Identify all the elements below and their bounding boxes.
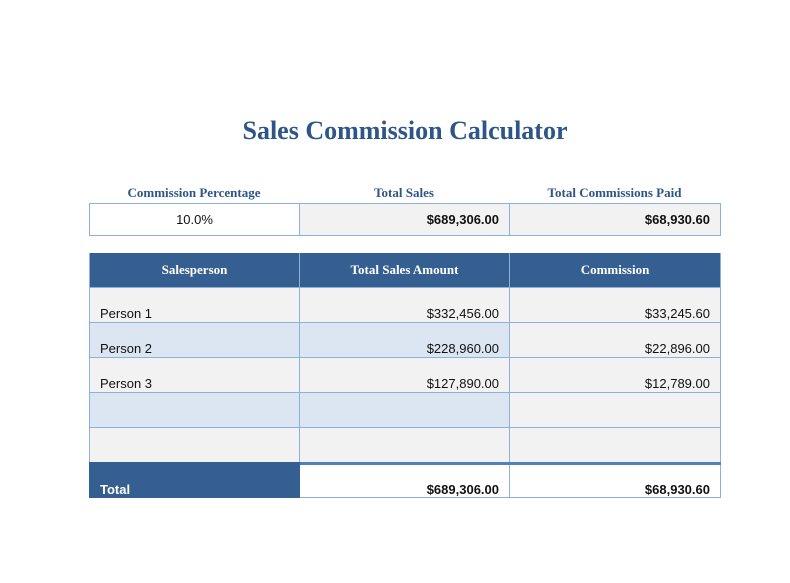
- salesperson-cell[interactable]: Person 3: [89, 357, 300, 393]
- sales-amount-cell[interactable]: $127,890.00: [299, 357, 510, 393]
- commission-cell[interactable]: [509, 427, 721, 464]
- total-sales-amount: $689,306.00: [299, 462, 510, 498]
- total-commission: $68,930.60: [509, 462, 721, 498]
- salesperson-cell[interactable]: [89, 392, 300, 428]
- total-row: Total $689,306.00 $68,930.60: [89, 462, 721, 498]
- sales-amount-cell[interactable]: $332,456.00: [299, 287, 510, 323]
- salesperson-cell[interactable]: Person 1: [89, 287, 300, 323]
- total-label: Total: [89, 462, 300, 498]
- sales-amount-cell[interactable]: $228,960.00: [299, 322, 510, 358]
- page-title: Sales Commission Calculator: [242, 116, 568, 145]
- total-commissions-paid-cell[interactable]: $68,930.60: [509, 203, 721, 236]
- commission-cell[interactable]: $33,245.60: [509, 287, 721, 323]
- summary-table: 10.0% $689,306.00 $68,930.60: [89, 203, 721, 236]
- total-sales-amount-header: Total Sales Amount: [299, 253, 510, 288]
- sales-amount-cell[interactable]: [299, 392, 510, 428]
- table-row: Person 2 $228,960.00 $22,896.00: [89, 322, 721, 358]
- table-row: [89, 427, 721, 464]
- salesperson-cell[interactable]: [89, 427, 300, 464]
- table-row: Person 1 $332,456.00 $33,245.60: [89, 287, 721, 323]
- table-row: Person 3 $127,890.00 $12,789.00: [89, 357, 721, 393]
- commission-header: Commission: [509, 253, 721, 288]
- commission-cell[interactable]: $12,789.00: [509, 357, 721, 393]
- commission-percentage-label: Commission Percentage: [127, 185, 261, 200]
- table-header-row: Salesperson Total Sales Amount Commissio…: [89, 253, 721, 288]
- salesperson-header: Salesperson: [89, 253, 300, 288]
- commission-table: Salesperson Total Sales Amount Commissio…: [89, 253, 721, 498]
- commission-percentage-cell[interactable]: 10.0%: [89, 203, 300, 236]
- total-sales-cell[interactable]: $689,306.00: [299, 203, 510, 236]
- commission-cell[interactable]: [509, 392, 721, 428]
- total-commissions-paid-label: Total Commissions Paid: [547, 185, 682, 200]
- salesperson-cell[interactable]: Person 2: [89, 322, 300, 358]
- summary-labels: Commission Percentage Total Sales Total …: [89, 185, 720, 203]
- total-sales-label: Total Sales: [374, 185, 434, 200]
- commission-cell[interactable]: $22,896.00: [509, 322, 721, 358]
- table-row: [89, 392, 721, 428]
- sales-amount-cell[interactable]: [299, 427, 510, 464]
